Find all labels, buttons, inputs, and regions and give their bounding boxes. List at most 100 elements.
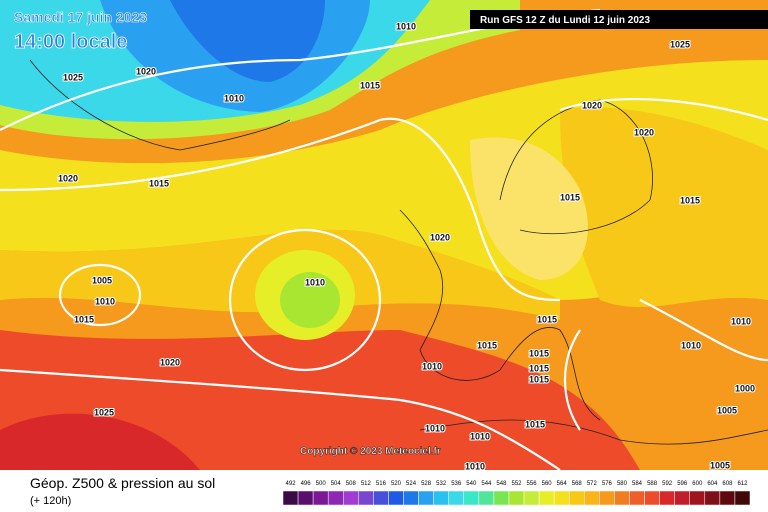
legend-swatch (704, 490, 721, 506)
legend-label: 592 (662, 481, 673, 487)
isobar-label: 1005 (710, 460, 730, 470)
legend-swatch (508, 490, 525, 506)
legend-swatch (644, 490, 660, 506)
isobar-label: 1000 (735, 383, 755, 393)
legend-label: 568 (572, 481, 583, 487)
legend-label: 584 (632, 481, 643, 487)
legend-label: 600 (692, 481, 703, 487)
geopotential-field (0, 0, 768, 470)
legend-swatch (388, 490, 404, 506)
legend-swatch (358, 490, 374, 506)
isobar-label: 1010 (470, 431, 490, 441)
isobar-label: 1025 (670, 39, 690, 49)
isobar-label: 1010 (425, 423, 445, 433)
legend-label: 524 (406, 481, 417, 487)
legend-label: 564 (557, 481, 568, 487)
isobar-label: 1020 (634, 127, 654, 137)
legend-swatch (463, 490, 480, 506)
legend-label: 604 (707, 481, 718, 487)
isobar-label: 1015 (74, 314, 94, 324)
legend-label: 532 (436, 481, 447, 487)
legend-swatch (523, 490, 540, 506)
isobar-label: 1010 (422, 361, 442, 371)
legend-swatch (297, 490, 314, 506)
coastlines (29, 59, 768, 445)
legend-swatch (282, 490, 299, 506)
isobar-label: 1025 (94, 407, 114, 417)
legend-label: 520 (391, 481, 402, 487)
isobar-label: 1015 (529, 348, 549, 358)
legend-swatch (599, 490, 615, 506)
run-box (470, 10, 768, 29)
isobar-label: 1010 (95, 296, 115, 306)
legend-swatch (719, 490, 736, 506)
copyright: Copyright © 2023 Meteociel.fr (300, 446, 441, 457)
isobar-label: 1010 (305, 277, 325, 287)
legend-swatch (659, 490, 675, 506)
legend-swatch (614, 490, 630, 506)
legend-label: 560 (542, 481, 553, 487)
isobar-label: 1015 (149, 178, 169, 188)
legend-swatch (433, 490, 449, 506)
isobar-label: 1015 (560, 192, 580, 202)
isobar-label: 1010 (731, 316, 751, 326)
legend-label: 548 (496, 481, 507, 487)
isobar-label: 1020 (582, 100, 602, 110)
legend-label: 576 (602, 481, 613, 487)
isobar-label: 1015 (529, 363, 549, 373)
footer-title: Géop. Z500 & pression au sol (30, 475, 215, 491)
legend-label: 552 (511, 481, 522, 487)
legend-swatch (629, 490, 645, 506)
legend-label: 544 (481, 481, 492, 487)
isobar-label: 1010 (681, 340, 701, 350)
legend-swatch (734, 490, 751, 506)
isobar-label: 1015 (529, 374, 549, 384)
isobar-label: 1020 (58, 173, 78, 183)
legend-label: 512 (361, 481, 372, 487)
isobar-label: 1010 (465, 461, 485, 471)
legend-label: 596 (677, 481, 688, 487)
legend-swatch (538, 490, 555, 506)
legend-label: 528 (421, 481, 432, 487)
legend-swatch (373, 490, 389, 506)
header: Samedi 17 juin 2023 14:00 locale Run GFS… (14, 9, 768, 53)
isobar-label: 1015 (537, 314, 557, 324)
legend-label: 612 (737, 481, 748, 487)
isobar-label: 1015 (525, 419, 545, 429)
legend-swatch (689, 490, 706, 506)
legend-swatch (553, 490, 570, 506)
date: Samedi 17 juin 2023 (14, 9, 147, 25)
legend-swatch (327, 490, 344, 506)
isobar-label: 1005 (717, 405, 737, 415)
isobar-label: 1015 (477, 340, 497, 350)
legend-swatch (478, 490, 495, 506)
time: 14:00 locale (14, 31, 127, 53)
footer-subtitle: (+ 120h) (30, 495, 71, 507)
legend: 492 496 500 504 508 512 516 520 524 528 532 536 540 5… (282, 481, 751, 506)
isobar-label: 1015 (680, 195, 700, 205)
legend-swatch (418, 490, 434, 506)
isobar-label: 1020 (430, 232, 450, 242)
run-info: Run GFS 12 Z du Lundi 12 juin 2023 (480, 15, 650, 26)
legend-swatch (403, 490, 419, 506)
isobar-label: 1010 (396, 21, 416, 31)
isobar-label: 1020 (160, 357, 180, 367)
legend-swatch (343, 490, 359, 506)
legend-swatch (568, 490, 585, 506)
legend-label: 556 (527, 481, 538, 487)
legend-label: 492 (286, 481, 297, 487)
legend-swatch (584, 490, 600, 506)
isobar-label: 1010 (224, 93, 244, 103)
isobar-label: 1025 (63, 72, 83, 82)
legend-label: 536 (451, 481, 462, 487)
legend-label: 540 (466, 481, 477, 487)
legend-swatch (674, 490, 690, 506)
legend-label: 516 (376, 481, 387, 487)
legend-label: 504 (331, 481, 342, 487)
isobar-label: 1005 (92, 275, 112, 285)
isobar-label: 1015 (360, 80, 380, 90)
legend-label: 500 (316, 481, 327, 487)
legend-swatch (448, 490, 465, 506)
